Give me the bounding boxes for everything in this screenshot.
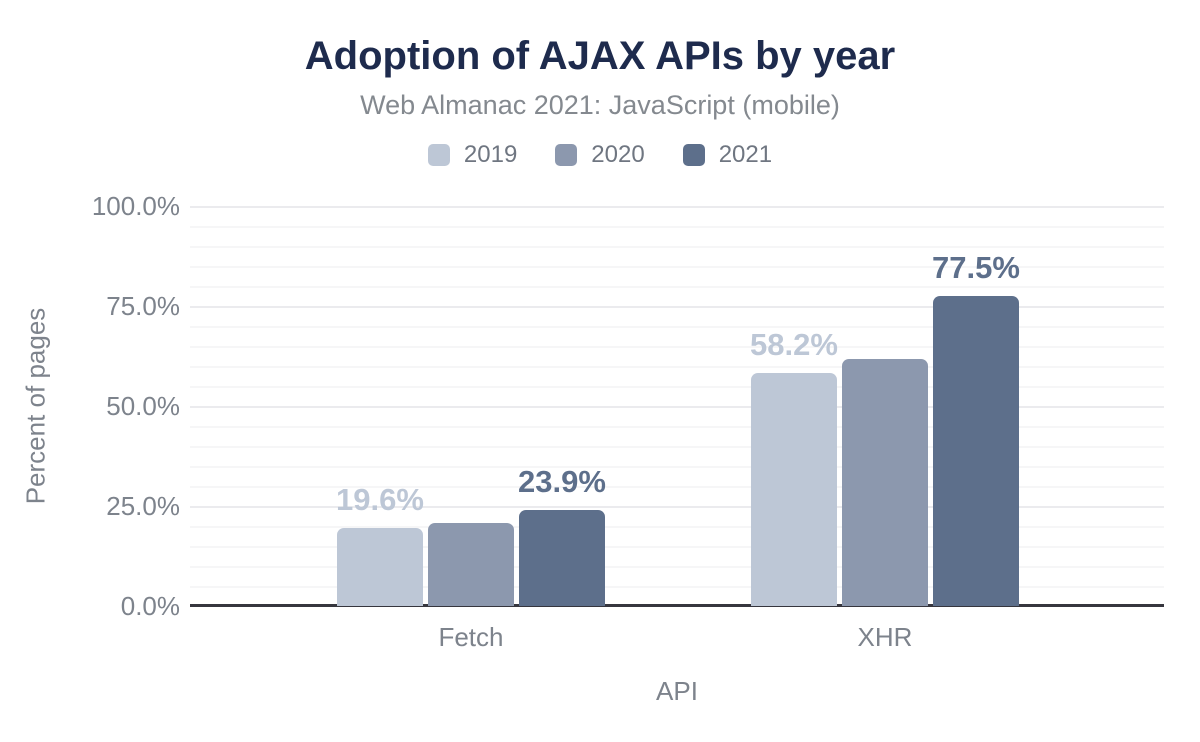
gridline-minor-10	[190, 566, 1164, 568]
legend-swatch-2021	[682, 144, 705, 166]
y-tick-0.0%: 0.0%	[120, 591, 180, 621]
bar-xhr-2021[interactable]	[932, 296, 1019, 606]
legend-label-2021: 2021	[718, 141, 773, 168]
legend-item-2019[interactable]: 2019	[427, 141, 518, 169]
legend-item-2020[interactable]: 2020	[555, 141, 645, 169]
chart-subtitle: Web Almanac 2021: JavaScript (mobile)	[360, 90, 840, 120]
y-tick-75.0%: 75.0%	[106, 291, 180, 321]
gridline-minor-85	[190, 266, 1164, 268]
bar-xhr-2019[interactable]	[750, 373, 837, 606]
x-tick-fetch: Fetch	[438, 622, 504, 652]
x-axis-title: API	[656, 676, 698, 706]
bar-xhr-2020[interactable]	[841, 359, 928, 606]
gridline-minor-45	[190, 426, 1164, 428]
gridline-major-25	[190, 506, 1164, 508]
y-tick-50.0%: 50.0%	[106, 391, 180, 421]
gridline-minor-70	[190, 326, 1164, 328]
bar-fetch-2020[interactable]	[427, 522, 514, 606]
gridline-minor-80	[190, 286, 1164, 288]
x-axis-line	[190, 604, 1164, 607]
gridline-minor-5	[190, 586, 1164, 588]
legend-label-2019: 2019	[463, 141, 518, 168]
gridline-major-50	[190, 406, 1164, 408]
gridline-minor-40	[190, 446, 1164, 448]
legend-label-2020: 2020	[591, 141, 645, 168]
value-label-fetch-2021: 23.9%	[518, 464, 606, 500]
value-label-xhr-2021: 77.5%	[931, 250, 1020, 285]
x-tick-xhr: XHR	[857, 622, 913, 652]
gridline-minor-95	[190, 226, 1164, 228]
gridline-major-75	[190, 306, 1164, 308]
legend-swatch-2020	[555, 144, 578, 166]
gridline-minor-60	[190, 366, 1164, 368]
bar-fetch-2021[interactable]	[518, 510, 605, 606]
chart-title: Adoption of AJAX APIs by year	[304, 34, 896, 78]
gridline-major-100	[190, 206, 1164, 208]
y-tick-100.0%: 100.0%	[91, 191, 180, 221]
legend-item-2021[interactable]: 2021	[682, 141, 773, 169]
legend: 2019 2020 2021	[0, 140, 1200, 170]
gridline-minor-20	[190, 526, 1164, 528]
gridline-minor-15	[190, 546, 1164, 548]
gridline-minor-65	[190, 346, 1164, 348]
gridline-minor-90	[190, 246, 1164, 248]
gridline-minor-35	[190, 466, 1164, 468]
value-label-xhr-2019: 58.2%	[749, 327, 838, 363]
value-label-fetch-2019: 19.6%	[336, 481, 424, 517]
legend-swatch-2019	[427, 144, 450, 166]
y-tick-25.0%: 25.0%	[106, 491, 180, 521]
plot-area	[190, 206, 1164, 606]
gridline-minor-55	[190, 386, 1164, 388]
gridline-minor-30	[190, 486, 1164, 488]
bar-fetch-2019[interactable]	[336, 527, 423, 606]
